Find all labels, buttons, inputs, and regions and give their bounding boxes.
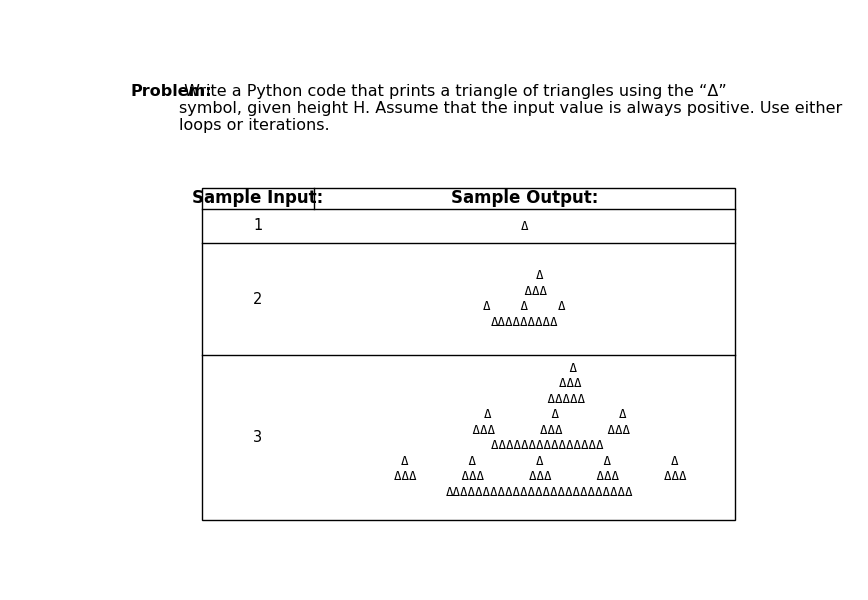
Text: Δ
        ΔΔΔ
       ΔΔΔΔΔ
    Δ        Δ        Δ
   ΔΔΔ      ΔΔΔ      ΔΔΔ
  ΔΔ: Δ ΔΔΔ ΔΔΔΔΔ Δ Δ Δ ΔΔΔ ΔΔΔ ΔΔΔ ΔΔ [393, 362, 686, 499]
Text: Sample Output:: Sample Output: [450, 189, 598, 207]
Text: Problem:: Problem: [130, 83, 212, 98]
Text: 2: 2 [253, 292, 262, 307]
Text: Sample Input:: Sample Input: [192, 189, 323, 207]
Text: 1: 1 [253, 218, 262, 233]
Text: Write a Python code that prints a triangle of triangles using the “Δ”
symbol, gi: Write a Python code that prints a triang… [179, 83, 842, 133]
Text: Δ: Δ [521, 220, 528, 232]
Text: 3: 3 [253, 430, 262, 445]
Text: Δ
   ΔΔΔ
Δ    Δ    Δ
ΔΔΔΔΔΔΔΔΔ: Δ ΔΔΔ Δ Δ Δ ΔΔΔΔΔΔΔΔΔ [483, 269, 566, 329]
Bar [201, 187, 734, 520]
